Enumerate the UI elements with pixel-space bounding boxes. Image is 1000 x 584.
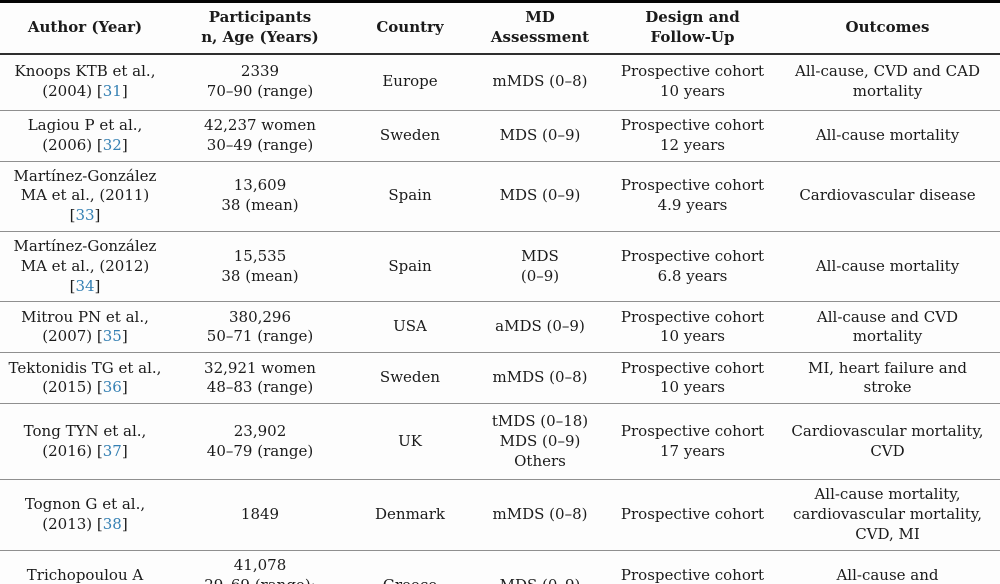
table-cell-participants: 1849 [240, 505, 280, 524]
table-cell-outcomes: Cardiovascular mortality, CVD [791, 422, 984, 460]
table-row: Lagiou P et al., (2006) [32] 42,237 women 3… [0, 109, 1000, 161]
table-cell-country: Europe [382, 72, 438, 91]
table-cell-design-follow-up: Prospective cohort44 months (median) [620, 565, 765, 584]
table-cell-country: Denmark [375, 505, 445, 524]
table-cell-country: Sweden [379, 125, 441, 144]
table-cell-outcomes: All-cause mortality [815, 256, 960, 275]
table-cell-participants: 32,921 women 48–83 (range) [204, 358, 316, 397]
table-cell-author: Martínez-González MA et al., (2011) [33] [13, 166, 157, 225]
table-cell-participants: 13,609 38 (mean) [221, 176, 299, 215]
table-cell-author: Tognon G et al., (2013) [38] [24, 495, 146, 534]
table-cell-author: Mitrou PN et al., (2007) [35] [21, 307, 149, 346]
table-cell-outcomes: All-cause, CVD and CAD mortality [794, 62, 981, 101]
table-cell-md-assessment: MDS (0–9) [499, 186, 581, 205]
table-cell-country: Spain [388, 186, 432, 205]
citation-link[interactable]: 37 [102, 441, 122, 460]
table-cell-outcomes: All-cause mortality [815, 125, 960, 144]
citation-link[interactable]: 32 [102, 135, 122, 154]
table-body: Knoops KTB et al., (2004) [31] 2339 70–90 (… [0, 55, 1000, 584]
table-row: Tognon G et al., (2013) [38] 1849 Denmark mM… [0, 479, 1000, 549]
citation-link[interactable]: 34 [75, 276, 95, 295]
table-cell-design-follow-up: Prospective cohort [620, 505, 765, 524]
table-cell-participants: 23,902 40–79 (range) [206, 422, 314, 460]
table-cell-participants: 380,296 50–71 (range) [206, 307, 314, 346]
table-cell-md-assessment: MDS (0–9) [520, 246, 560, 285]
table-cell-country: Sweden [379, 368, 441, 387]
table-cell-country: Spain [388, 256, 432, 275]
table-cell-design-follow-up: Prospective cohort 17 years [620, 422, 765, 460]
table-cell-country: UK [398, 431, 422, 450]
table-cell-md-assessment: MDS (0–9) [499, 125, 581, 144]
table-cell-participants: 41,07829–69 (range);49.3 (mean) [204, 555, 315, 584]
column-header-md-assessment: MD Assessment [490, 8, 590, 46]
table-row: Martínez-González MA et al., (2012) [34] 1… [0, 230, 1000, 301]
table-cell-author: Trichopoulou Aet al., (2003) [39] [26, 565, 144, 584]
table-row: Mitrou PN et al., (2007) [35] 380,296 50–71… [0, 301, 1000, 352]
table-cell-design-follow-up: Prospective cohort 4.9 years [620, 176, 765, 215]
column-header-country: Country [376, 17, 444, 36]
table-cell-author: Martínez-González MA et al., (2012) [34] [13, 236, 157, 295]
table-cell-design-follow-up: Prospective cohort 10 years [620, 307, 765, 346]
column-header-participants: Participants n, Age (Years) [201, 8, 319, 46]
table-cell-participants: 2339 70–90 (range) [206, 62, 314, 101]
table-cell-outcomes: All-cause and CVD mortality [816, 307, 959, 346]
column-header-outcomes: Outcomes [845, 17, 930, 36]
table-cell-design-follow-up: Prospective cohort 6.8 years [620, 246, 765, 285]
table-cell-md-assessment: mMDS (0–8) [492, 505, 588, 524]
table-cell-participants: 42,237 women 30–49 (range) [204, 115, 316, 154]
citation-link[interactable]: 35 [102, 327, 122, 346]
table-row: Tong TYN et al., (2016) [37] 23,902 40–79 (… [0, 403, 1000, 479]
table-cell-author: Tong TYN et al., (2016) [37] [23, 422, 147, 460]
table-cell-outcomes: All-cause mortality, cardiovascular morta… [792, 485, 983, 543]
table-header-row: Author (Year) Participants n, Age (Years) C… [0, 3, 1000, 55]
table-cell-country: USA [393, 317, 427, 336]
table-cell-outcomes: Cardiovascular disease [799, 186, 976, 205]
column-header-author: Author (Year) [27, 17, 143, 36]
table-row: Knoops KTB et al., (2004) [31] 2339 70–90 (… [0, 55, 1000, 110]
column-header-design-follow-up: Design and Follow-Up [645, 8, 740, 46]
table-cell-author: Lagiou P et al., (2006) [32] [27, 115, 143, 154]
table-cell-md-assessment: mMDS (0–8) [492, 368, 588, 387]
table-cell-author: Knoops KTB et al., (2004) [31] [14, 62, 156, 101]
table-cell-md-assessment: aMDS (0–9) [495, 317, 585, 336]
table-cell-design-follow-up: Prospective cohort 10 years [620, 62, 765, 101]
table-cell-country: Greece [350, 571, 470, 584]
table-cell-design-follow-up: Prospective cohort 12 years [620, 115, 765, 154]
table-row: Martínez-González MA et al., (2011) [33] 1… [0, 160, 1000, 231]
table-cell-outcomes: MI, heart failure and stroke [807, 358, 968, 397]
citation-link[interactable]: 36 [102, 378, 122, 397]
table-cell-author: Tektonidis TG et al., (2015) [36] [8, 358, 162, 397]
table-cell-md-assessment: MDS (0–9) [470, 571, 610, 584]
table-row: Tektonidis TG et al., (2015) [36] 32,921 w… [0, 352, 1000, 403]
table-cell-outcomes: All-cause andcardiovascular mortality [836, 565, 939, 584]
citation-link[interactable]: 31 [102, 82, 122, 101]
table-cell-participants: 15,535 38 (mean) [221, 246, 299, 285]
table-cell-design-follow-up: Prospective cohort 10 years [620, 358, 765, 397]
table-cell-md-assessment: tMDS (0–18) MDS (0–9) Others [491, 412, 589, 470]
citation-link[interactable]: 33 [75, 206, 95, 225]
table-row: Trichopoulou Aet al., (2003) [39] 41,0782… [0, 549, 1000, 584]
citation-link[interactable]: 38 [102, 515, 122, 534]
table-cell-md-assessment: mMDS (0–8) [492, 72, 588, 91]
